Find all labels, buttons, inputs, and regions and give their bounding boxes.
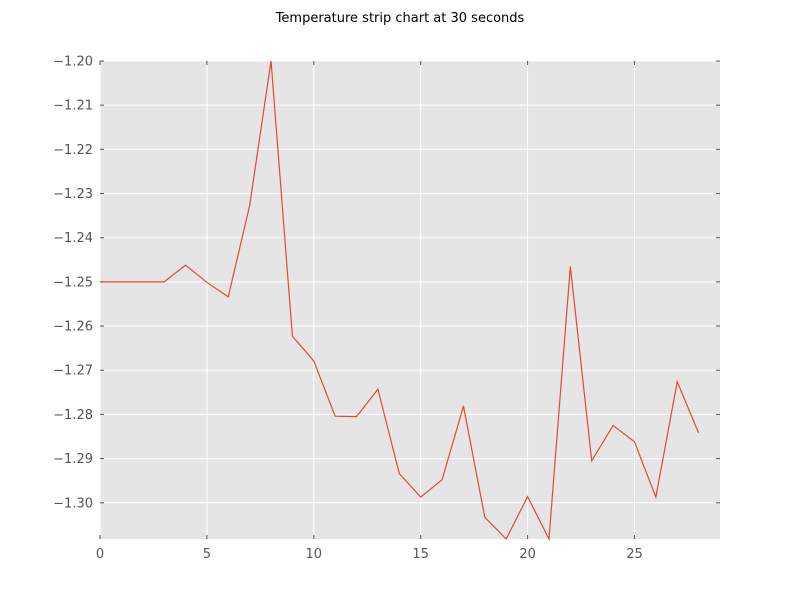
y-tick-label: −1.21 — [53, 99, 93, 114]
x-tick-label: 15 — [412, 547, 429, 562]
x-tick-label: 5 — [203, 547, 211, 562]
x-tick-label: 0 — [96, 547, 104, 562]
y-tick-label: −1.28 — [53, 408, 93, 423]
chart-title: Temperature strip chart at 30 seconds — [275, 11, 525, 26]
plot-area — [100, 61, 720, 539]
x-tick-label: 10 — [306, 547, 323, 562]
y-tick-label: −1.30 — [53, 496, 93, 511]
x-tick-label: 20 — [519, 547, 536, 562]
y-tick-labels: −1.20 −1.21 −1.22 −1.23 −1.24 −1.25 −1.26 −1.27… — [53, 55, 93, 512]
grid-lines — [99, 60, 720, 539]
y-tick-label: −1.27 — [53, 364, 93, 379]
series-line — [100, 60, 700, 542]
y-tick-label: −1.20 — [53, 55, 93, 70]
series-lines — [100, 60, 700, 542]
y-tick-label: −1.23 — [53, 187, 93, 202]
y-tick-label: −1.26 — [53, 320, 93, 335]
y-tick-label: −1.22 — [53, 143, 93, 158]
x-tick-labels: 0 5 10 15 20 25 — [96, 547, 643, 562]
x-tick-label: 25 — [626, 547, 643, 562]
tick-marks — [99, 60, 720, 539]
y-tick-label: −1.25 — [53, 275, 93, 290]
y-tick-label: −1.29 — [53, 452, 93, 467]
y-tick-label: −1.24 — [53, 231, 93, 246]
